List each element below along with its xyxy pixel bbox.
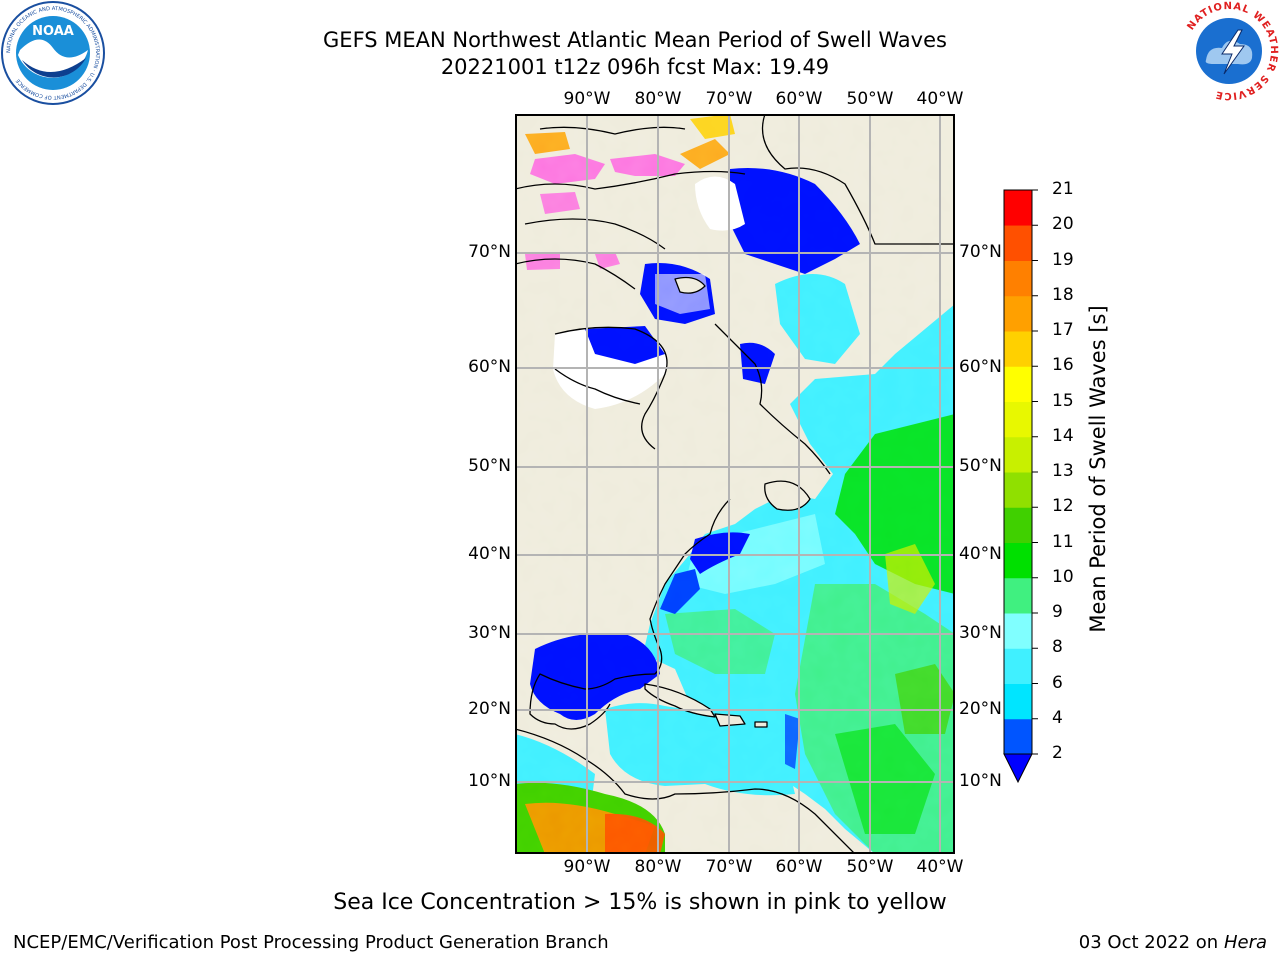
colorbar-segment bbox=[1004, 366, 1032, 402]
colorbar-tick-label: 14 bbox=[1052, 425, 1074, 446]
colorbar-tick-label: 8 bbox=[1052, 637, 1063, 658]
colorbar-tick-label: 2 bbox=[1052, 743, 1063, 763]
lat-label-left: 20°N bbox=[468, 699, 511, 719]
colorbar-segment bbox=[1004, 401, 1032, 438]
colorbar-segment bbox=[1004, 472, 1032, 508]
lon-label-top: 60°W bbox=[775, 89, 823, 109]
lon-label-bottom: 40°W bbox=[916, 857, 964, 877]
lon-label-top: 70°W bbox=[705, 89, 753, 109]
colorbar-segment bbox=[1004, 648, 1032, 684]
colorbar-tick-label: 6 bbox=[1052, 672, 1063, 693]
colorbar-segment bbox=[1004, 507, 1032, 543]
lat-label-right: 70°N bbox=[959, 242, 1002, 262]
colorbar-segment bbox=[1004, 542, 1032, 579]
lat-label-left: 60°N bbox=[468, 357, 511, 377]
lat-label-right: 10°N bbox=[959, 771, 1002, 791]
map-title: GEFS MEAN Northwest Atlantic Mean Period… bbox=[323, 28, 947, 52]
colorbar-tick-label: 16 bbox=[1052, 355, 1074, 376]
lon-label-top: 80°W bbox=[634, 89, 682, 109]
colorbar-tick-label: 18 bbox=[1052, 284, 1074, 305]
colorbar-tick-label: 12 bbox=[1052, 496, 1074, 517]
colorbar-segment bbox=[1004, 225, 1032, 261]
colorbar-tick-label: 15 bbox=[1052, 390, 1074, 411]
colorbar-tick-label: 4 bbox=[1052, 707, 1063, 728]
lat-label-right: 20°N bbox=[959, 699, 1002, 719]
svg-text:NOAA: NOAA bbox=[32, 24, 74, 39]
footer-credit: NCEP/EMC/Verification Post Processing Pr… bbox=[13, 932, 609, 953]
colorbar-ticks: 2 4 6 8 9 10 11 12 13 14 15 16 17 18 19 20 21 bbox=[1052, 0, 1092, 960]
lat-label-left: 40°N bbox=[468, 544, 511, 564]
colorbar-segment bbox=[1004, 613, 1032, 649]
colorbar-tick-label: 11 bbox=[1052, 531, 1074, 552]
lon-label-bottom: 50°W bbox=[846, 857, 894, 877]
lat-label-left: 70°N bbox=[468, 242, 511, 262]
colorbar-segment bbox=[1004, 331, 1032, 367]
noaa-logo-icon: NATIONAL OCEANIC AND ATMOSPHERIC ADMINIS… bbox=[1, 1, 105, 105]
colorbar-tick-label: 21 bbox=[1052, 179, 1074, 199]
colorbar-tick-label: 20 bbox=[1052, 214, 1074, 235]
sea-ice-caption: Sea Ice Concentration > 15% is shown in … bbox=[333, 890, 947, 915]
lon-label-bottom: 80°W bbox=[634, 857, 682, 877]
colorbar-tick-label: 9 bbox=[1052, 602, 1063, 622]
footer-date: 03 Oct 2022 on Hera bbox=[1078, 932, 1267, 953]
lat-label-right: 30°N bbox=[959, 623, 1002, 643]
colorbar-extend-arrow bbox=[1003, 753, 1033, 784]
map-subtitle: 20221001 t12z 096h fcst Max: 19.49 bbox=[440, 55, 830, 79]
lon-label-top: 50°W bbox=[846, 89, 894, 109]
colorbar-segment bbox=[1004, 577, 1032, 614]
gridlines bbox=[515, 114, 955, 854]
map-frame bbox=[515, 114, 955, 854]
colorbar-segment bbox=[1004, 295, 1032, 332]
colorbar-tick-label: 13 bbox=[1052, 461, 1074, 481]
colorbar-segment bbox=[1004, 718, 1032, 755]
colorbar-segment bbox=[1004, 190, 1032, 226]
lon-label-bottom: 70°W bbox=[705, 857, 753, 877]
lat-label-right: 60°N bbox=[959, 357, 1002, 377]
colorbar-segment bbox=[1004, 683, 1032, 720]
lat-label-right: 50°N bbox=[959, 456, 1002, 476]
lat-label-right: 40°N bbox=[959, 544, 1002, 564]
nws-logo-icon: NATIONAL WEATHER SERVICE bbox=[1180, 1, 1278, 101]
lat-label-left: 50°N bbox=[468, 456, 511, 476]
colorbar-segment bbox=[1004, 436, 1032, 473]
colorbar-tick-label: 10 bbox=[1052, 566, 1074, 587]
colorbar-tick-label: 17 bbox=[1052, 320, 1074, 340]
map-panel bbox=[515, 114, 955, 854]
colorbar-segment bbox=[1004, 260, 1032, 297]
lon-label-top: 90°W bbox=[563, 89, 611, 109]
lat-label-left: 30°N bbox=[468, 623, 511, 643]
colorbar bbox=[1003, 189, 1038, 784]
lon-label-bottom: 90°W bbox=[563, 857, 611, 877]
lon-label-top: 40°W bbox=[916, 89, 964, 109]
footer-host: Hera bbox=[1223, 932, 1267, 953]
lat-label-left: 10°N bbox=[468, 771, 511, 791]
colorbar-tick-label: 19 bbox=[1052, 249, 1074, 270]
colorbar-label: Mean Period of Swell Waves [s] bbox=[1086, 305, 1110, 633]
lon-label-bottom: 60°W bbox=[775, 857, 823, 877]
